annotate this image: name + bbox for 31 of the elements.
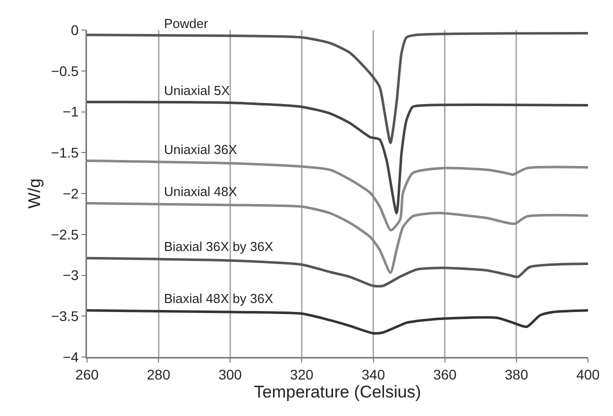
y-tick-label: −1	[62, 104, 79, 120]
series-label: Uniaxial 48X	[164, 184, 238, 199]
y-tick-label: −0.5	[51, 62, 79, 79]
y-tick-label: −2.5	[51, 226, 79, 242]
y-tick-label: −1.5	[51, 144, 79, 161]
x-tick-label: 400	[576, 366, 600, 382]
line-series	[87, 160, 588, 232]
y-tick-label: −2	[62, 185, 79, 202]
series-label: Uniaxial 5X	[164, 83, 230, 98]
line-series	[87, 32, 588, 144]
x-tick-label: 340	[362, 366, 386, 382]
x-tick-label: 260	[75, 366, 99, 382]
y-axis-title: W/g	[24, 178, 44, 209]
series-label: Biaxial 48X by 36X	[164, 291, 274, 306]
x-tick-label: 280	[146, 366, 170, 382]
y-tick-label: −3	[62, 267, 79, 284]
x-axis-title: Temperature (Celsius)	[254, 382, 422, 402]
x-tick-label: 360	[433, 366, 457, 382]
x-tick-label: 300	[218, 366, 242, 382]
line-series	[87, 100, 588, 214]
y-tick-label: 0	[70, 22, 79, 38]
line-series	[87, 256, 588, 288]
x-tick-label: 380	[504, 366, 528, 382]
series-label: Biaxial 36X by 36X	[164, 239, 274, 254]
y-tick-label: −3.5	[51, 308, 79, 324]
series-label: Powder	[164, 16, 209, 31]
series-label: Uniaxial 36X	[164, 142, 238, 157]
x-tick-label: 320	[290, 366, 314, 382]
line-series	[87, 202, 588, 274]
line-series	[87, 309, 588, 335]
y-tick-label: −4	[62, 348, 79, 365]
